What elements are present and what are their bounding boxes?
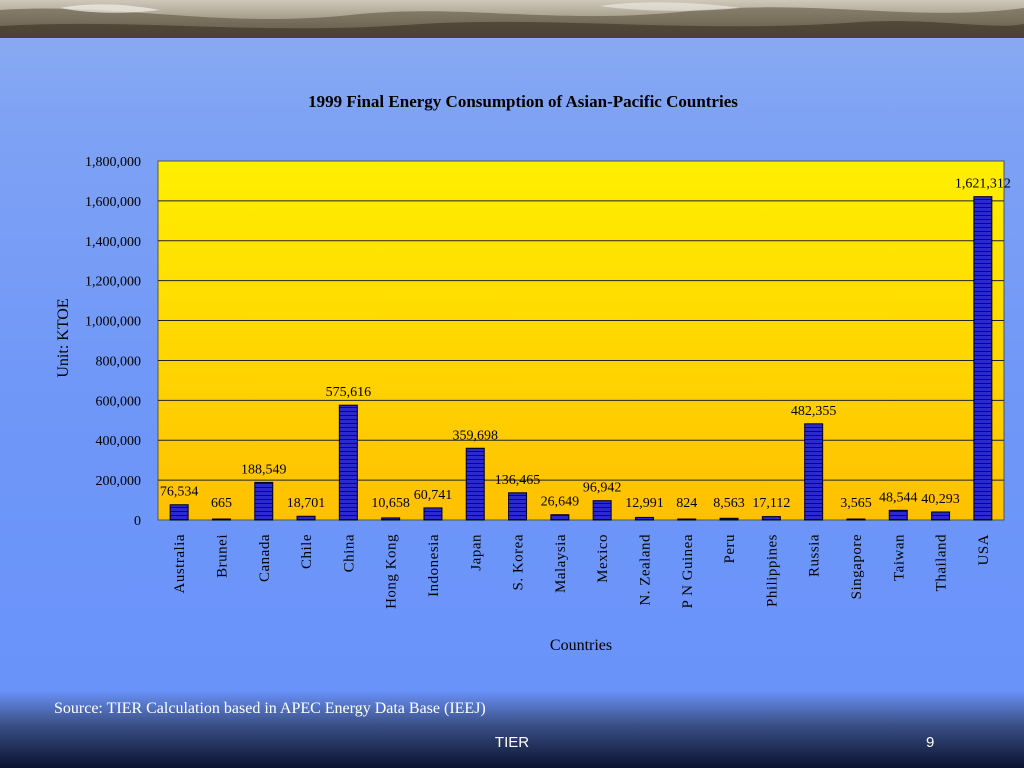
y-tick-label: 400,000 xyxy=(96,434,142,449)
bar-chart: 1999 Final Energy Consumption of Asian-P… xyxy=(55,92,1011,654)
x-tick-label: China xyxy=(341,534,357,572)
bar xyxy=(931,511,951,521)
y-tick-label: 600,000 xyxy=(96,394,142,409)
x-tick-label: Philippines xyxy=(764,534,780,607)
bar xyxy=(465,447,485,521)
data-label: 3,565 xyxy=(840,496,872,511)
bars xyxy=(169,196,993,521)
y-tick-label: 200,000 xyxy=(96,474,142,489)
data-label: 96,942 xyxy=(583,481,622,496)
data-label: 359,698 xyxy=(453,428,499,443)
footer-label: TIER xyxy=(494,734,530,751)
data-label: 188,549 xyxy=(241,462,287,477)
data-label: 40,293 xyxy=(921,492,960,507)
bar xyxy=(550,514,570,521)
page-number: 9 xyxy=(926,734,935,751)
x-tick-label: Brunei xyxy=(214,534,230,578)
x-tick-label: Taiwan xyxy=(891,534,907,581)
bar xyxy=(761,516,781,521)
data-label: 136,465 xyxy=(495,473,541,488)
y-axis-title: Unit: KTOE xyxy=(55,298,72,377)
data-label: 18,701 xyxy=(287,496,326,511)
x-tick-label: Mexico xyxy=(595,534,611,583)
y-tick-label: 1,800,000 xyxy=(85,155,141,170)
chart-title: 1999 Final Energy Consumption of Asian-P… xyxy=(308,92,738,111)
data-label: 60,741 xyxy=(414,488,453,503)
x-tick-label: Thailand xyxy=(934,534,950,591)
data-label: 8,563 xyxy=(713,496,745,511)
data-label: 665 xyxy=(211,496,232,511)
x-tick-label: P N Guinea xyxy=(680,534,696,608)
bar xyxy=(508,492,528,521)
data-label: 76,534 xyxy=(160,485,199,500)
gridlines xyxy=(158,200,1004,481)
data-labels: 76,534 665 188,549 18,701 575,616 10,658 60,74… xyxy=(160,177,1011,511)
y-tick-label: 1,400,000 xyxy=(85,235,141,250)
x-tick-label: Russia xyxy=(807,534,823,577)
bar xyxy=(338,404,358,521)
bar xyxy=(381,517,401,521)
x-tick-label: Indonesia xyxy=(426,534,442,597)
source-note: Source: TIER Calculation based in APEC E… xyxy=(54,700,486,717)
data-label: 482,355 xyxy=(791,404,837,419)
bar xyxy=(804,423,824,521)
x-tick-label: Japan xyxy=(468,534,484,571)
x-tick-label: Malaysia xyxy=(553,534,569,593)
bar xyxy=(296,515,316,521)
y-tick-label: 0 xyxy=(134,514,141,529)
data-label: 1,621,312 xyxy=(955,177,1011,192)
x-tick-label: Canada xyxy=(257,534,273,582)
x-tick-label: Australia xyxy=(172,534,188,593)
x-axis-title: Countries xyxy=(550,637,612,654)
x-axis-categories: Australia Brunei Canada Chile China Hong Kong… xyxy=(172,534,992,609)
data-label: 824 xyxy=(676,496,697,511)
data-label: 17,112 xyxy=(752,496,790,511)
bar xyxy=(846,518,866,521)
bar xyxy=(592,500,612,521)
bar xyxy=(254,481,274,521)
header-banner-image xyxy=(0,0,1024,38)
banner-landscape xyxy=(0,2,1024,38)
x-tick-label: Chile xyxy=(299,534,315,569)
data-label: 575,616 xyxy=(326,385,372,400)
y-tick-label: 1,200,000 xyxy=(85,275,141,290)
x-tick-label: Hong Kong xyxy=(384,534,400,609)
y-tick-label: 800,000 xyxy=(96,354,142,369)
y-tick-label: 1,600,000 xyxy=(85,195,141,210)
bar xyxy=(888,509,908,521)
data-label: 12,991 xyxy=(625,496,664,511)
y-tick-label: 1,000,000 xyxy=(85,315,141,330)
bar xyxy=(677,518,697,521)
x-tick-label: USA xyxy=(976,534,992,566)
data-label: 10,658 xyxy=(371,496,410,511)
data-label: 26,649 xyxy=(541,495,580,510)
bar xyxy=(634,516,654,521)
bar xyxy=(973,196,993,521)
x-tick-label: Peru xyxy=(722,534,738,564)
x-tick-label: Singapore xyxy=(849,534,865,599)
x-tick-label: S. Korea xyxy=(511,534,527,591)
bar xyxy=(211,518,231,521)
x-tick-label: N. Zealand xyxy=(637,534,653,606)
plot-area xyxy=(157,160,1005,521)
data-label: 48,544 xyxy=(879,490,918,505)
y-axis-ticks: 0 200,000 400,000 600,000 800,000 1,000,000 1,… xyxy=(85,155,141,529)
bar xyxy=(169,504,189,521)
bar xyxy=(719,517,739,521)
bar xyxy=(423,507,443,521)
